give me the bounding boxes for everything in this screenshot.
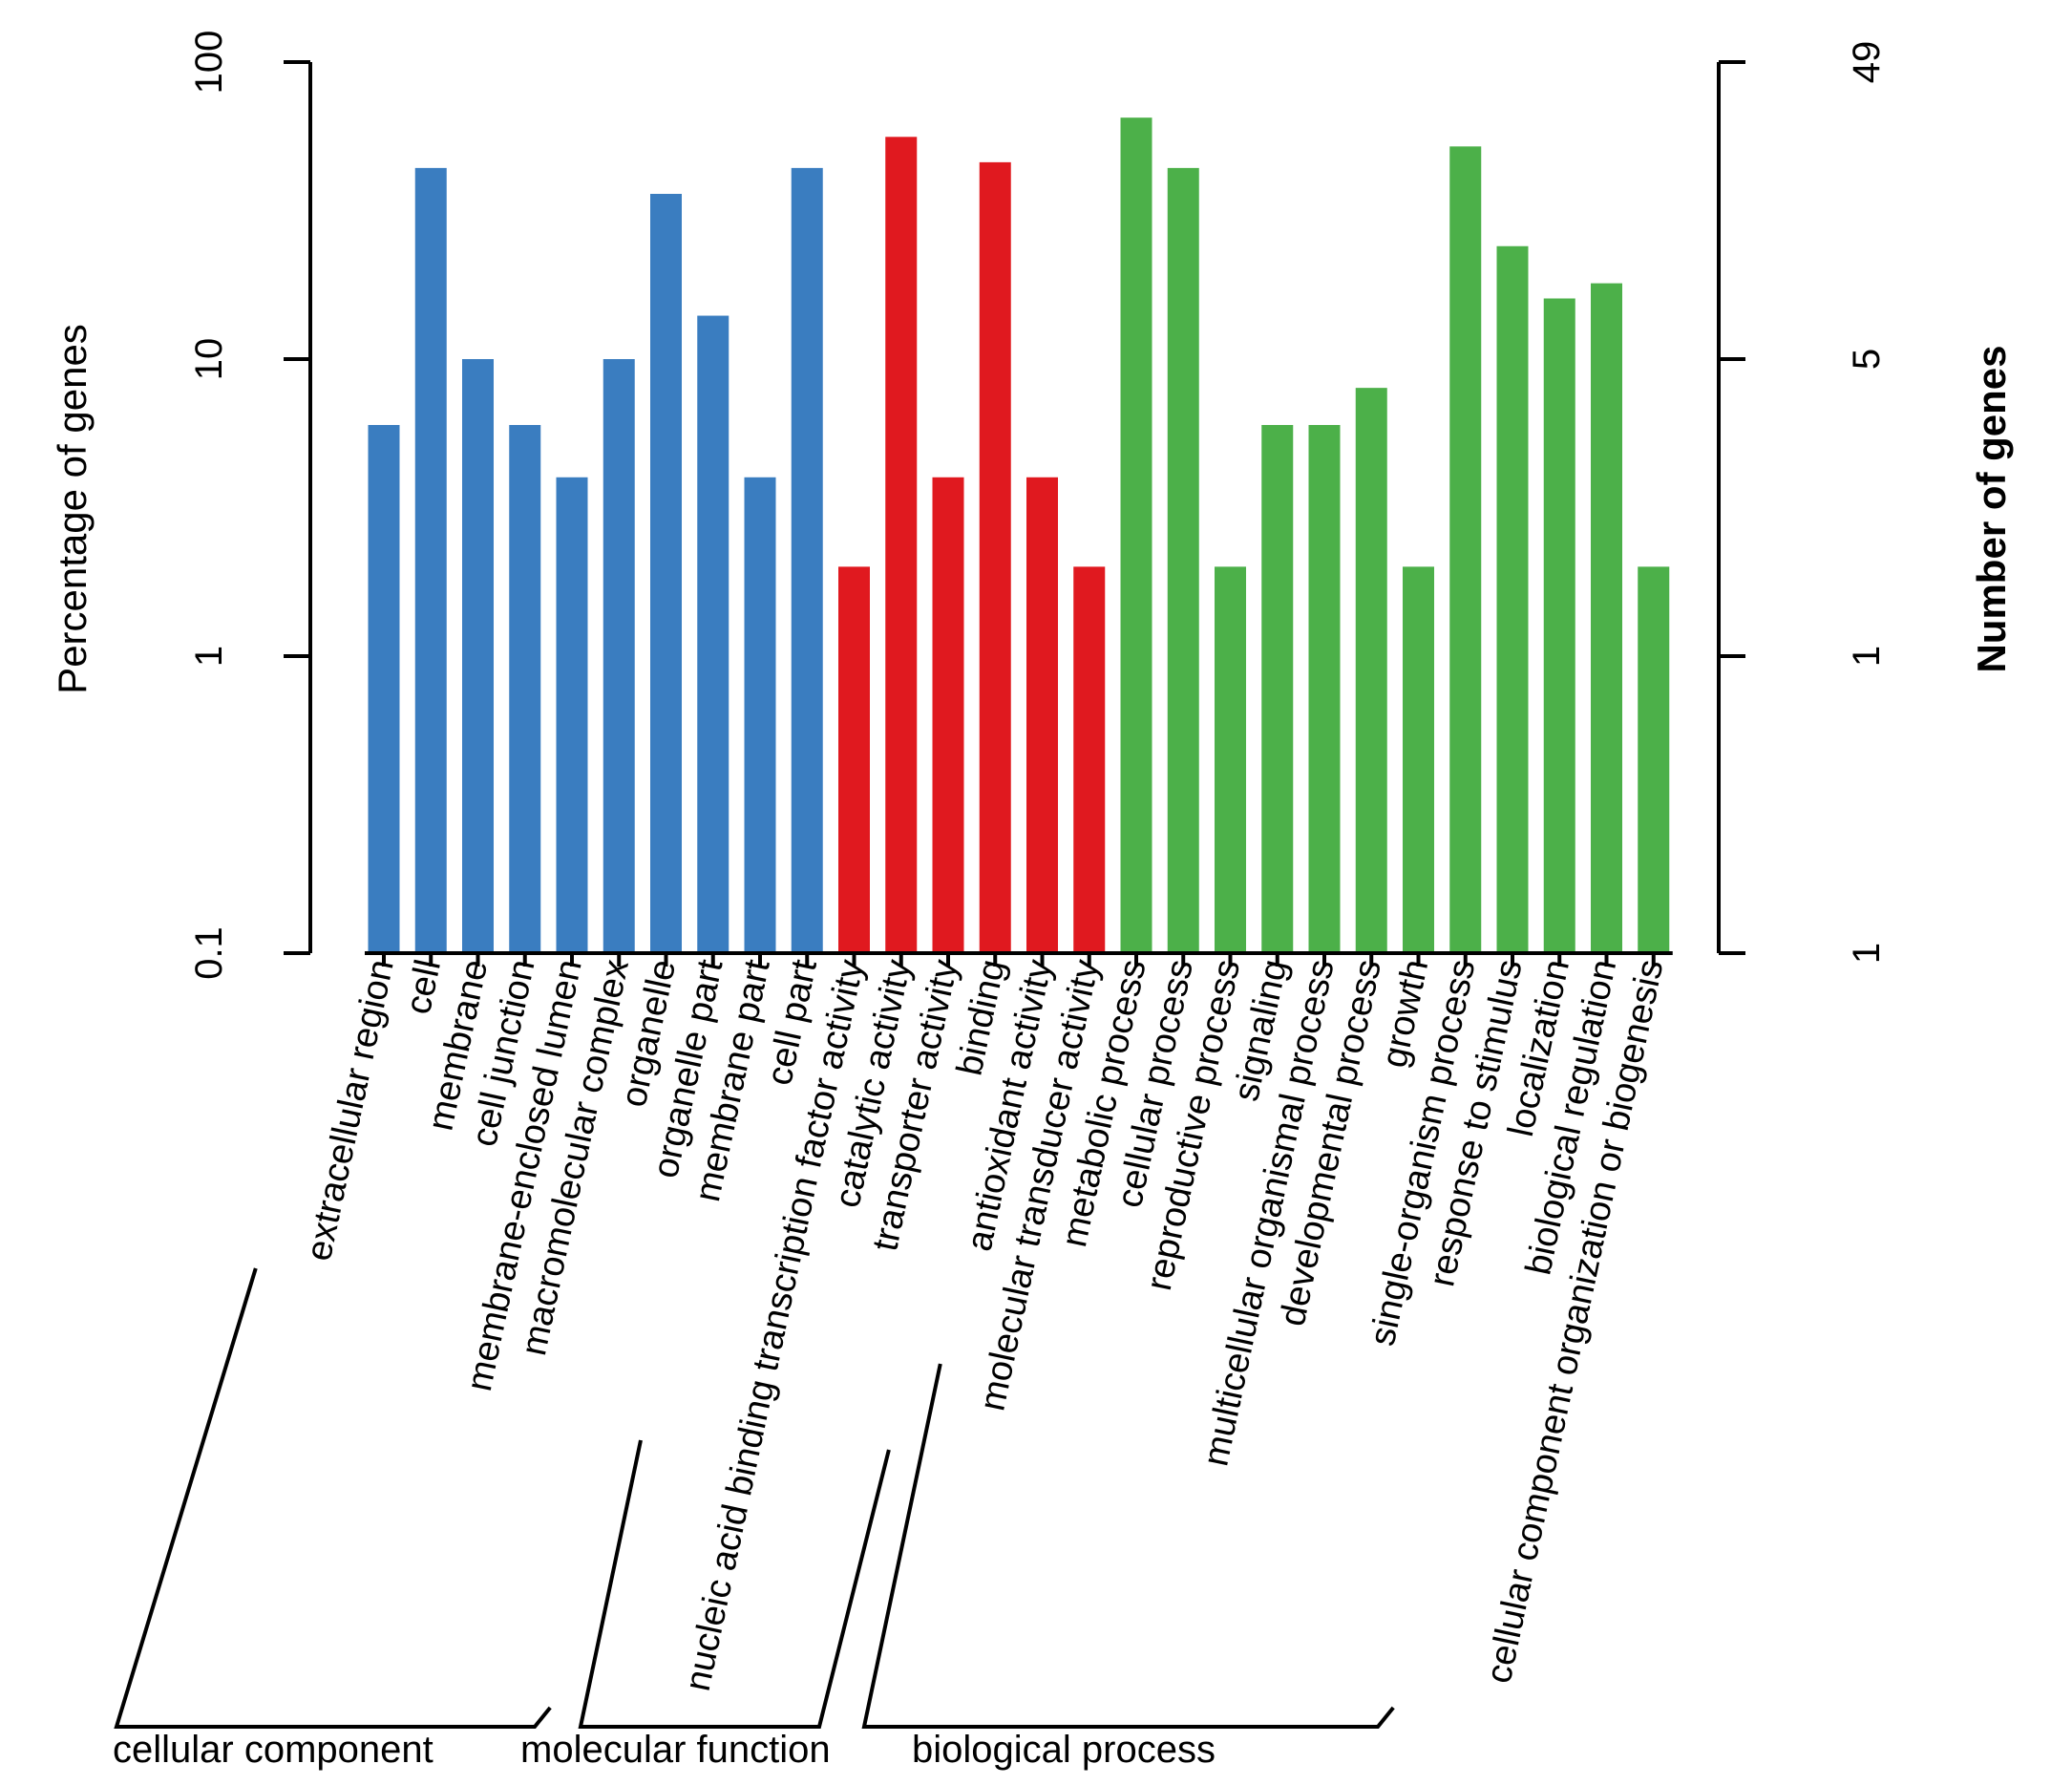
left-tick-label: 1 bbox=[188, 646, 230, 667]
right-tick-label: 1 bbox=[1846, 646, 1888, 667]
bar bbox=[1261, 424, 1294, 953]
bar bbox=[650, 193, 682, 953]
left-tick-label: 10 bbox=[188, 338, 230, 381]
bar bbox=[1308, 424, 1341, 953]
bar bbox=[1215, 566, 1246, 953]
right-y-axis: 49 5 1 1 bbox=[1717, 41, 1888, 964]
bar bbox=[1167, 167, 1199, 953]
bars-group bbox=[368, 117, 1670, 954]
y-axis-title-right: Number of genes bbox=[1969, 345, 2014, 672]
category-label: cell bbox=[398, 956, 449, 1018]
bar bbox=[414, 167, 447, 953]
bar bbox=[885, 137, 918, 953]
bar bbox=[556, 477, 588, 953]
bar bbox=[368, 424, 400, 953]
bar bbox=[791, 167, 823, 953]
bar bbox=[838, 566, 870, 953]
x-axis bbox=[365, 951, 1673, 967]
left-y-axis: 100 10 1 0.1 bbox=[188, 31, 312, 980]
group-bracket bbox=[578, 1439, 891, 1729]
bar bbox=[1591, 283, 1622, 954]
bar bbox=[697, 315, 729, 953]
group-labels: cellular component molecular function biol… bbox=[113, 1729, 1216, 1771]
bar bbox=[462, 359, 494, 953]
category-label: extracellular region bbox=[299, 956, 402, 1264]
bar bbox=[744, 477, 776, 953]
bar bbox=[1496, 245, 1529, 954]
bar bbox=[1543, 298, 1575, 953]
bar bbox=[603, 359, 635, 953]
group-label: molecular function bbox=[520, 1729, 831, 1771]
group-bracket bbox=[861, 1363, 1395, 1729]
bar bbox=[932, 477, 964, 953]
right-tick-label: 49 bbox=[1846, 41, 1888, 84]
group-brackets bbox=[114, 1267, 1395, 1729]
group-label: biological process bbox=[912, 1729, 1216, 1771]
bar bbox=[1449, 146, 1482, 953]
left-tick-label: 0.1 bbox=[188, 926, 230, 980]
group-label: cellular component bbox=[113, 1729, 433, 1771]
bar bbox=[1403, 566, 1434, 953]
bar bbox=[1026, 477, 1058, 953]
right-tick-label: 5 bbox=[1846, 349, 1888, 370]
bar bbox=[1355, 388, 1387, 953]
bar bbox=[1120, 117, 1152, 953]
right-tick-label: 1 bbox=[1846, 943, 1888, 964]
bar bbox=[1073, 566, 1106, 953]
bar bbox=[1638, 566, 1670, 953]
bar bbox=[509, 424, 541, 953]
left-tick-label: 100 bbox=[188, 31, 230, 95]
bar bbox=[979, 161, 1011, 953]
group-bracket bbox=[114, 1267, 552, 1729]
y-axis-title-left: Percentage of genes bbox=[50, 324, 95, 694]
